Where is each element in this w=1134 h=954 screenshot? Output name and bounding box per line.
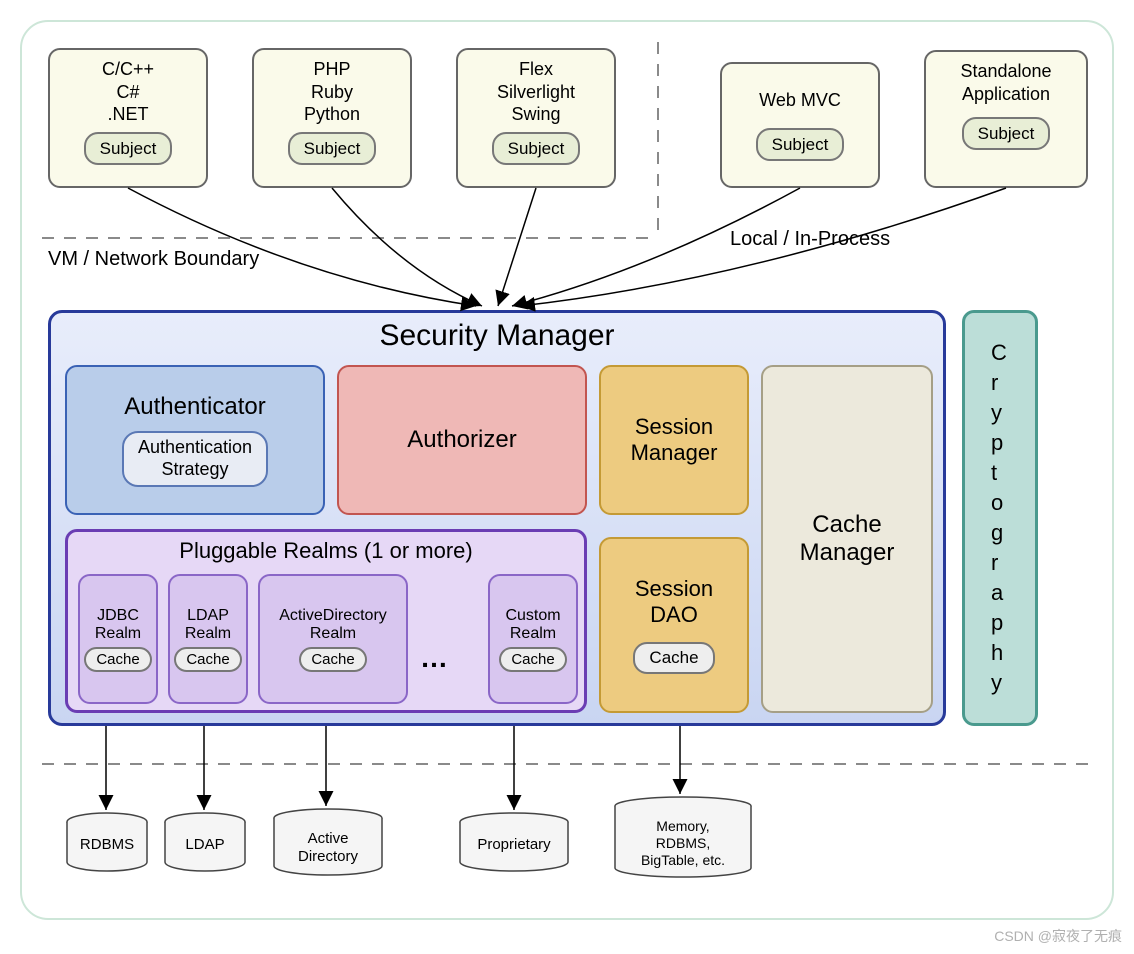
client-line: C/C++ [102,58,154,81]
realm-label: JDBC Realm [95,607,141,643]
db-proprietary: Proprietary [454,812,574,894]
security-manager-title: Security Manager [51,319,943,353]
db-label: RDBMS [62,836,152,854]
db-rdbms: RDBMS [62,812,152,894]
db-ldap: LDAP [160,812,250,894]
realm-jdbc: JDBC Realm Cache [78,574,158,704]
session-dao-label: Session DAO [635,576,713,628]
client-node-flex: Flex Silverlight Swing Subject [456,48,616,188]
session-dao-cache-badge: Cache [633,642,714,674]
client-line: Swing [511,103,560,126]
realm-label: Custom Realm [505,607,560,643]
auth-strategy-badge: Authentication Strategy [122,431,268,486]
session-dao-box: Session DAO Cache [599,537,749,713]
client-line: Flex [519,58,553,81]
boundary-label-right: Local / In-Process [730,228,890,251]
subject-badge: Subject [492,132,581,165]
db-ad: Active Directory [268,808,388,916]
realm-cache-badge: Cache [84,647,151,672]
client-line: C# [116,81,139,104]
authenticator-label: Authenticator [124,393,265,421]
client-line: Python [304,103,360,126]
db-label: Memory, RDBMS, BigTable, etc. [608,818,758,868]
client-line: Web MVC [759,89,841,112]
cryptography-label: Cryptography [991,340,1009,696]
subject-badge: Subject [962,117,1051,150]
client-line: Application [962,83,1050,106]
cache-manager-label: Cache Manager [800,511,895,567]
realm-cache-badge: Cache [174,647,241,672]
boundary-label-left: VM / Network Boundary [48,248,259,271]
subject-badge: Subject [756,128,845,161]
subject-badge: Subject [288,132,377,165]
client-node-php: PHP Ruby Python Subject [252,48,412,188]
db-label: LDAP [160,836,250,854]
watermark: CSDN @寂夜了无痕 [994,926,1122,946]
subject-badge: Subject [84,132,173,165]
client-line: Silverlight [497,81,575,104]
client-line: Ruby [311,81,353,104]
db-memory: Memory, RDBMS, BigTable, etc. [608,796,758,932]
authorizer-label: Authorizer [407,426,516,454]
client-node-webmvc: Web MVC Subject [720,62,880,188]
realms-ellipsis: … [420,642,452,674]
realms-box: Pluggable Realms (1 or more) JDBC Realm … [65,529,587,713]
realms-title: Pluggable Realms (1 or more) [68,532,584,564]
realm-label: ActiveDirectory Realm [279,607,387,643]
authorizer-box: Authorizer [337,365,587,515]
db-label: Active Directory [268,830,388,866]
authenticator-box: Authenticator Authentication Strategy [65,365,325,515]
client-line: Standalone [960,60,1051,83]
realm-label: LDAP Realm [185,607,231,643]
realm-cache-badge: Cache [499,647,566,672]
db-label: Proprietary [454,836,574,854]
session-manager-box: Session Manager [599,365,749,515]
session-manager-label: Session Manager [631,414,718,466]
client-node-cpp: C/C++ C# .NET Subject [48,48,208,188]
realm-custom: Custom Realm Cache [488,574,578,704]
realm-cache-badge: Cache [299,647,366,672]
client-line: PHP [313,58,350,81]
realm-ad: ActiveDirectory Realm Cache [258,574,408,704]
realm-ldap: LDAP Realm Cache [168,574,248,704]
cache-manager-box: Cache Manager [761,365,933,713]
client-line: .NET [107,103,148,126]
cryptography-box: Cryptography [962,310,1038,726]
client-node-standalone: Standalone Application Subject [924,50,1088,188]
security-manager-box: Security Manager Authenticator Authentic… [48,310,946,726]
